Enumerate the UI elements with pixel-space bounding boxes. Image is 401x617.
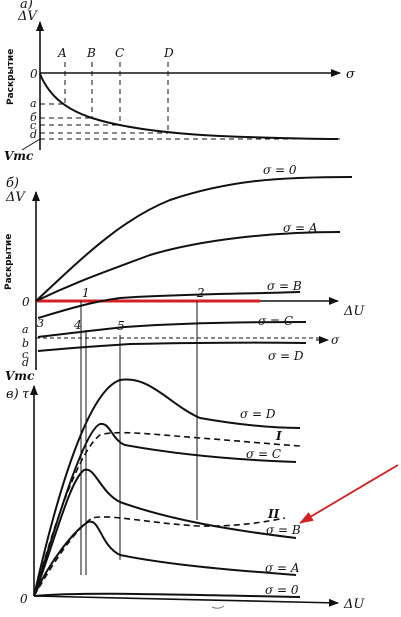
panel-b-level-c: c (22, 348, 28, 361)
panel-a-vertical-label: Раскрытие (6, 49, 16, 105)
point-2: 2 (196, 286, 205, 300)
panel-c-origin: 0 (20, 592, 28, 606)
panel-b-label-s0: σ = 0 (263, 163, 297, 177)
curve-c-sD (33, 378, 301, 597)
panel-c-label: в) (6, 387, 19, 402)
panel-a-y-axis-label: ΔV (17, 9, 38, 24)
panel-c-y-axis-label: τ (22, 387, 30, 402)
red-annotation-arrow (299, 464, 399, 524)
panel-c-label-sC: σ = C (246, 447, 281, 461)
panel-c-label-sB: σ = B (266, 523, 301, 537)
point-5: 5 (117, 319, 125, 333)
stress-mark-b: B (86, 46, 96, 60)
point-1: 1 (82, 286, 90, 300)
scan-mark (211, 605, 225, 609)
panel-c-label-I: I (275, 429, 282, 443)
panel-b-origin: 0 (22, 295, 30, 309)
panel-c-x-axis (33, 595, 339, 607)
panel-b-label-sB: σ = B (267, 279, 302, 293)
curve-b-sB (37, 291, 301, 319)
curve-c-sB (33, 468, 297, 597)
panel-b-level-b: b (22, 337, 29, 350)
point-3: 3 (37, 317, 44, 330)
curve-c-sA (33, 520, 297, 597)
panel-c-label-II: II (267, 507, 280, 521)
panel-a-origin: 0 (30, 67, 38, 81)
panel-c-curves (33, 378, 301, 598)
panel-a-closure-curve (39, 73, 339, 140)
stress-mark-c: C (115, 46, 124, 60)
stress-mark-d: D (163, 46, 174, 60)
panel-a-dashed-guides (40, 62, 340, 140)
curve-b-s0 (35, 176, 353, 302)
panel-c-label-s0: σ = 0 (265, 583, 299, 597)
curve-b-sA (35, 231, 341, 302)
panel-a: a) ΔV Раскрытие 0 σ A B C D a б c d Vmc (4, 0, 356, 163)
panel-b-x-axis-label: ΔU (343, 304, 365, 319)
panel-c-label-sD: σ = D (240, 407, 276, 421)
panel-a-x-axis-label: σ (346, 67, 356, 82)
curve-c-s0 (33, 592, 301, 598)
panel-b: б) ΔV Раскрытие 0 ΔU σ = 0 σ = A σ = B σ… (4, 163, 365, 575)
panel-b-label-sA: σ = A (283, 221, 318, 235)
panel-b-level-d: d (22, 356, 29, 369)
panel-b-curves (35, 176, 353, 352)
panel-b-y-axis-label: ΔV (5, 190, 26, 205)
panel-b-sigma-arrow-label: σ (331, 333, 340, 347)
panel-b-verticals (80, 301, 198, 575)
panel-b-label: б) (6, 176, 19, 191)
panel-b-label-sD: σ = D (268, 349, 304, 363)
panel-c-x-axis-label: ΔU (343, 597, 365, 612)
panel-b-vertical-label: Раскрытие (4, 234, 14, 290)
panel-b-vmc: Vmc (5, 369, 35, 383)
panel-a-label: a) (20, 0, 33, 12)
panel-b-label-sC: σ = C (258, 314, 293, 328)
stress-mark-a: A (57, 46, 67, 60)
point-4: 4 (73, 318, 82, 332)
panel-a-vmc: Vmc (4, 149, 34, 163)
panel-c: в) τ 0 ΔU σ = D σ = C I II σ = B σ = A σ… (6, 378, 399, 612)
curve-c-II (33, 516, 286, 597)
level-d: d (30, 128, 37, 141)
panel-c-label-sA: σ = A (265, 561, 300, 575)
level-b: б (30, 111, 37, 124)
curve-b-sD (37, 341, 307, 352)
panel-b-level-a: a (22, 323, 29, 336)
panel-a-vmc-leader (21, 138, 41, 151)
curve-c-I (33, 431, 301, 597)
level-a: a (30, 97, 37, 110)
curve-c-sC (33, 422, 297, 597)
curve-b-sC (37, 321, 307, 338)
panel-c-dashed-curves (33, 431, 301, 597)
level-c: c (30, 119, 36, 132)
